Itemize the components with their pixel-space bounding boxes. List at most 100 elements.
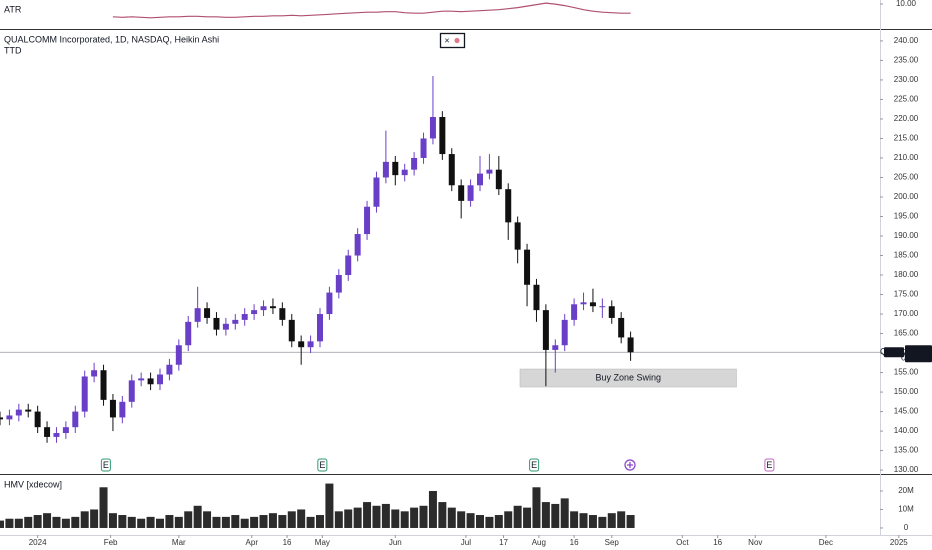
candle-body <box>411 157 418 170</box>
candle-body <box>288 319 295 342</box>
candle-body <box>373 177 380 207</box>
volume-bar <box>588 515 597 528</box>
close-icon[interactable]: × <box>444 35 449 45</box>
candle-body <box>241 314 248 320</box>
volume-bar <box>570 511 579 528</box>
candle-body <box>627 337 634 353</box>
add-event[interactable] <box>624 459 636 471</box>
x-tick-label: Jul <box>461 538 471 547</box>
candle-body <box>269 306 276 309</box>
volume-bar <box>419 505 428 528</box>
x-tick-label: 16 <box>713 538 722 547</box>
candle-body <box>109 399 116 418</box>
volume-bar <box>381 503 390 528</box>
y-tick-label: 150.00 <box>894 387 919 396</box>
earnings-label: E <box>103 460 109 470</box>
chart-subtitle: TTD <box>4 45 22 55</box>
volume-bar <box>306 516 315 528</box>
volume-bar <box>174 516 183 528</box>
price-tag-symbol-bg <box>884 347 904 358</box>
volume-bar <box>287 511 296 528</box>
candle-body <box>439 117 446 155</box>
candle-body <box>420 138 427 158</box>
volume-bar <box>428 490 437 528</box>
volume-bar <box>466 513 475 528</box>
y-tick-label: 135.00 <box>894 446 919 455</box>
candle-body <box>533 284 540 311</box>
volume-bar <box>268 513 277 528</box>
volume-bar <box>165 515 174 528</box>
candle-body <box>345 255 352 276</box>
x-tick-label: May <box>315 538 330 547</box>
volume-bar <box>80 511 89 528</box>
candle-body <box>100 370 107 400</box>
volume-bar <box>325 483 334 528</box>
candle-body <box>364 206 371 235</box>
earnings-marker <box>764 458 775 472</box>
y-tick-label: 225.00 <box>894 95 919 104</box>
y-tick-label: 195.00 <box>894 212 919 221</box>
eye-icon[interactable] <box>454 37 460 44</box>
candle-body <box>580 302 587 305</box>
volume-bar <box>99 487 108 528</box>
y-tick-label: 215.00 <box>894 134 919 143</box>
candle-body <box>495 169 502 190</box>
candle-body <box>0 417 3 420</box>
volume-bar <box>334 511 343 528</box>
volume-bar <box>457 511 466 528</box>
volume-bar <box>259 515 268 528</box>
candle-body <box>128 380 135 402</box>
price-tag-countdown: 02:10:42 <box>901 353 932 363</box>
x-tick-label: 2025 <box>890 538 908 547</box>
y-tick-label: 140.00 <box>894 426 919 435</box>
volume-bar <box>560 498 569 528</box>
candle-body <box>354 234 361 256</box>
candle-body <box>232 319 239 324</box>
candle-body <box>429 117 436 139</box>
volume-bar <box>33 515 42 528</box>
volume-bar <box>541 502 550 528</box>
candle-body <box>392 161 399 176</box>
volume-bar <box>203 511 212 528</box>
volume-bar <box>278 515 287 528</box>
candle-body <box>561 319 568 346</box>
candle-body <box>81 376 88 412</box>
candle-body <box>194 308 201 322</box>
volume-bar <box>5 518 14 528</box>
x-tick-label: Sep <box>605 538 620 547</box>
volume-bar <box>476 515 484 528</box>
candle-body <box>524 249 531 285</box>
price-tag-symbol: QCOM <box>880 347 908 357</box>
volume-bar <box>221 516 230 528</box>
x-tick-label: Jun <box>389 538 402 547</box>
y-tick-label: 200.00 <box>894 192 919 201</box>
y-tick-label: 230.00 <box>894 75 919 84</box>
volume-bar <box>0 520 4 528</box>
y-tick-label: 180.00 <box>894 270 919 279</box>
candle-body <box>467 185 474 201</box>
y-tick-label: 175.00 <box>894 290 919 299</box>
y-tick-label: 130.00 <box>894 465 919 474</box>
candle-body <box>44 427 51 437</box>
y-tick-label: 10.00 <box>896 0 917 8</box>
volume-bar <box>391 509 400 528</box>
candle-body <box>53 433 60 437</box>
candle-body <box>166 364 173 375</box>
volume-bar <box>127 516 136 528</box>
y-tick-label: 145.00 <box>894 407 919 416</box>
volume-bar <box>108 513 117 528</box>
toolbar-box <box>439 32 466 49</box>
y-tick-label: 240.00 <box>894 36 919 45</box>
candle-body <box>138 378 145 381</box>
earnings-marker <box>529 458 540 472</box>
volume-bar <box>156 518 164 528</box>
volume-bar <box>626 515 635 528</box>
atr-title: ATR <box>4 4 22 14</box>
volume-bar <box>118 515 127 528</box>
toolbar[interactable]: × <box>439 32 466 49</box>
earnings-label: E <box>531 460 537 470</box>
candle-body <box>25 409 32 412</box>
candle-body <box>222 323 229 330</box>
y-tick-label: 165.00 <box>894 329 919 338</box>
